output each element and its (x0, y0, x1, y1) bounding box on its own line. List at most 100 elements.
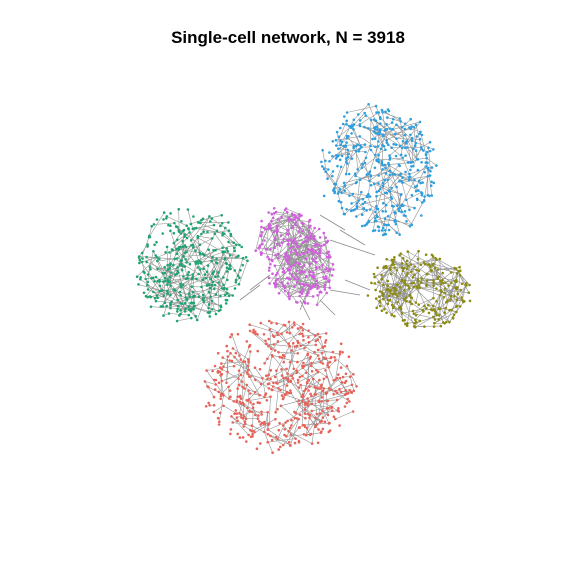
node (413, 178, 416, 182)
node (309, 236, 313, 239)
node (312, 271, 315, 275)
node (185, 236, 189, 240)
node (385, 141, 389, 144)
node (367, 127, 370, 130)
node (232, 246, 236, 250)
node (358, 135, 362, 138)
node (236, 419, 239, 423)
node (235, 400, 238, 404)
node (396, 283, 399, 287)
node (428, 149, 432, 153)
node (268, 282, 271, 285)
node (216, 275, 220, 278)
node (374, 125, 378, 129)
node (287, 342, 291, 346)
node (148, 265, 152, 269)
node (328, 160, 331, 163)
node (213, 287, 216, 291)
node (313, 244, 317, 247)
node (373, 137, 377, 140)
node (138, 258, 142, 262)
node (220, 222, 224, 225)
node (221, 246, 224, 249)
node (258, 367, 262, 371)
node (286, 268, 290, 272)
node (300, 221, 304, 225)
node (321, 389, 325, 393)
node (290, 418, 293, 422)
node (196, 266, 200, 269)
node (444, 281, 447, 284)
node (242, 360, 245, 363)
node (279, 404, 283, 408)
node (361, 202, 365, 206)
node (415, 197, 419, 201)
node (310, 249, 314, 252)
node (320, 244, 323, 248)
node (197, 272, 200, 276)
node (416, 158, 420, 161)
node (225, 247, 229, 250)
node (207, 401, 210, 405)
node (260, 410, 263, 414)
node (313, 350, 316, 354)
node (379, 187, 382, 191)
node (408, 172, 411, 176)
node (200, 218, 203, 222)
node (267, 337, 271, 341)
node (297, 439, 301, 443)
node (174, 273, 177, 277)
node (306, 248, 310, 251)
node (395, 204, 399, 207)
node (446, 299, 449, 302)
node (286, 262, 290, 265)
node (309, 432, 313, 436)
node (341, 375, 345, 379)
node (212, 249, 215, 252)
node (342, 212, 346, 216)
node (280, 356, 284, 359)
node (310, 232, 313, 236)
node (291, 241, 295, 244)
node (256, 333, 259, 336)
node (347, 172, 351, 176)
node (217, 271, 220, 274)
node (210, 217, 214, 220)
node (378, 129, 382, 133)
node (216, 351, 220, 355)
node (205, 270, 209, 274)
node (368, 208, 372, 211)
node (429, 184, 433, 187)
node (333, 190, 337, 194)
node (251, 406, 255, 410)
node (409, 133, 412, 137)
node (414, 318, 417, 322)
node (325, 277, 328, 281)
node (299, 234, 302, 238)
node (376, 215, 379, 219)
node (225, 266, 229, 270)
node (285, 258, 289, 261)
node (326, 364, 329, 367)
node (260, 242, 264, 246)
node (287, 233, 290, 236)
node (197, 221, 201, 224)
node (309, 224, 312, 228)
node (458, 274, 462, 277)
node (262, 226, 266, 230)
node (282, 396, 286, 399)
node (434, 266, 437, 270)
node (345, 123, 348, 126)
node (408, 225, 412, 228)
node (228, 359, 231, 362)
node (305, 381, 309, 385)
node (386, 287, 390, 291)
node (288, 426, 292, 430)
node (377, 229, 381, 232)
node (295, 371, 299, 375)
node (239, 413, 243, 416)
node (281, 267, 285, 271)
node (266, 440, 270, 444)
node (331, 263, 335, 266)
node (282, 443, 285, 447)
